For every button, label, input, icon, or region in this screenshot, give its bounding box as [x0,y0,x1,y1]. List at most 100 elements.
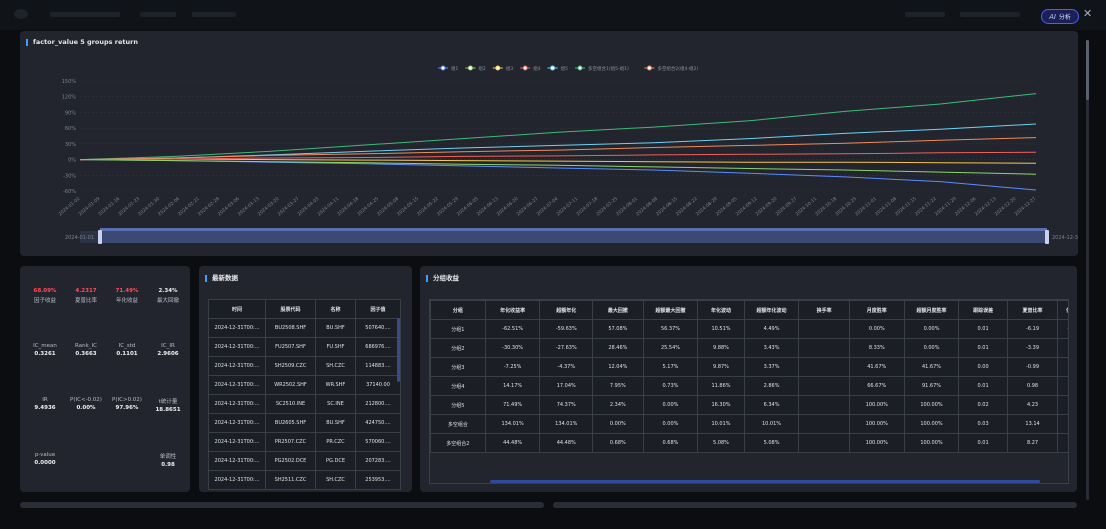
column-header[interactable]: 年化收益率 [484,300,541,320]
stat-value: 0.00% [76,405,96,411]
page-scrollbar-thumb[interactable] [1086,40,1089,100]
table-cell: 12.04% [592,357,644,377]
table-cell: 100.00% [848,433,905,453]
stat-item: IR 9.4936 [24,397,66,411]
legend-item[interactable]: 组1 [438,65,458,72]
table-row[interactable]: 2024-12-31T00:... BU2605.SHF BU.SHF 424750.… [208,413,401,433]
column-header[interactable]: 跟踪误差 [958,300,1008,320]
table-cell: 13.3 [1057,414,1068,434]
stat-label: IC_mean [33,343,57,349]
legend-item[interactable]: 组2 [465,65,486,72]
ai-analysis-button[interactable]: AI 分析 [1041,9,1079,24]
table-cell: 100.00% [848,414,905,434]
factor-stats-panel: 68.09% 因子收益 4.2317 夏普比率 71.49% 年化收益 2.34% 最大回撤 I… [20,266,190,492]
range-slider-selection[interactable] [100,231,1047,243]
legend-item[interactable]: 多空组合2(组4-组2) [644,65,698,72]
range-slider-top-bar[interactable] [100,228,1047,231]
column-header[interactable]: 时间 [208,299,266,319]
table-cell: 11.7 [1057,395,1068,415]
table-cell: 0.68% [642,433,699,453]
table-cell: SH.CZC [315,356,356,376]
table-cell: -3.39 [1006,338,1059,358]
page-scrollbar[interactable] [1086,40,1089,500]
column-header[interactable]: 名称 [315,299,356,319]
column-header[interactable]: 超额月度胜率 [903,300,960,320]
table-row[interactable]: 2024-12-31T00:... SH2509.CZC SH.CZC 114883.… [208,356,401,376]
table-cell: 424750.... [355,413,401,433]
latest-vertical-scrollbar[interactable] [397,318,400,382]
table-row[interactable]: 2024-12-31T00:... WR2502.SHF WR.SHF 37140.0… [208,375,401,395]
table-row[interactable]: 多空组合2 44.48% 44.48% 0.68% 0.68% 5.08% 5.08% 100… [430,433,1068,453]
column-header[interactable]: 月度胜率 [848,300,905,320]
column-header[interactable]: 夏普比率 [1006,300,1059,320]
table-cell: 253953.... [355,470,401,490]
table-row[interactable]: 分组3 -7.25% -4.37% 12.04% 5.17% 9.87% 3.37% 41.6… [430,357,1068,377]
table-cell: 2024-12-31T00:... [208,375,266,395]
table-cell: 37140.00 [355,375,401,395]
table-cell: -1.3 [1057,357,1068,377]
table-cell: 3.43% [743,338,800,358]
legend-swatch-dot [495,65,501,71]
legend-label: 多空组合2(组4-组2) [657,65,698,72]
column-header[interactable]: 分组 [430,300,486,320]
column-header[interactable]: 信息比 [1057,300,1068,320]
table-row[interactable]: 2024-12-31T00:... SH2511.CZC SH.CZC 253953.… [208,470,401,490]
stat-item: 4.2317 夏普比率 [65,288,107,304]
group-returns-panel: 分组收益 分组 年化收益率 超额年化 最大回撤 超额最大回撤 年化波动 超额年化波动 换手率月… [420,266,1077,492]
column-header[interactable]: 股票代码 [265,299,316,319]
table-row[interactable]: 2024-12-31T00:... PG2502.DCE PG.DCE 207283.… [208,451,401,471]
table-cell: 57.08% [592,319,644,339]
series-line [79,137,1037,161]
column-header[interactable]: 因子值 [355,299,401,319]
column-header[interactable]: 超额年化 [539,300,594,320]
legend-item[interactable]: 组5 [547,65,568,72]
group-horizontal-scrollbar[interactable] [490,480,1040,483]
table-cell: 100.00% [903,395,960,415]
table-cell: 44.48% [484,433,541,453]
table-header-row: 时间 股票代码 名称 因子值 [208,299,401,319]
table-cell: -62.51% [484,319,541,339]
range-slider-left-handle[interactable] [98,230,102,244]
table-row[interactable]: 多空组合 134.01% 134.01% 0.00% 0.00% 10.01% 10.01%… [430,414,1068,434]
legend-item[interactable]: 组4 [520,65,541,72]
stat-item: p-value 0.0000 [24,452,66,466]
table-row[interactable]: 分组1 -62.51% -59.63% 57.08% 56.37% 10.51% 4.49%… [430,319,1068,339]
table-cell: 分组1 [430,319,486,339]
table-cell: 2024-12-31T00:... [208,394,266,414]
table-cell: 分组4 [430,376,486,396]
table-cell [798,433,850,453]
column-header[interactable]: 年化波动 [697,300,745,320]
table-cell: 5.08% [743,433,800,453]
table-cell: 分组3 [430,357,486,377]
range-slider-right-handle[interactable] [1045,230,1049,244]
next-panel-edge [20,502,544,508]
stat-item: 68.09% 因子收益 [24,288,66,304]
ai-icon: AI [1049,12,1056,21]
close-icon[interactable]: ✕ [1083,7,1093,20]
table-cell: -0.99 [1006,357,1059,377]
column-header[interactable]: 换手率 [798,300,850,320]
table-row[interactable]: 2024-12-31T00:... PR2507.CZC PR.CZC 570060.… [208,432,401,452]
table-cell: 2.34% [592,395,644,415]
column-header[interactable]: 超额最大回撤 [642,300,699,320]
table-row[interactable]: 分组5 71.49% 74.37% 2.34% 0.00% 16.30% 6.34% 100.… [430,395,1068,415]
column-header[interactable]: 超额年化波动 [743,300,800,320]
table-cell: 0.73% [642,376,699,396]
group-table-viewport: 分组 年化收益率 超额年化 最大回撤 超额最大回撤 年化波动 超额年化波动 换手率 月度胜率 超额… [429,299,1069,484]
table-row[interactable]: 分组4 14.17% 17.04% 7.95% 0.73% 11.86% 2.86% 66.6… [430,376,1068,396]
legend-item[interactable]: 组3 [492,65,513,72]
table-cell: BU2605.SHF [265,413,316,433]
y-tick-label: 30% [65,142,76,148]
table-cell: BU.SHF [315,318,356,338]
table-cell: 0.00% [903,319,960,339]
chart-title: factor_value 5 groups return [26,39,138,46]
stat-label: P(IC<-0.02) [70,397,102,403]
column-header[interactable]: 最大回撤 [592,300,644,320]
legend-item[interactable]: 多空组合1(组5-组1) [575,65,629,72]
table-row[interactable]: 分组2 -30.30% -27.63% 28.46% 25.54% 9.88% 3.43% 8… [430,338,1068,358]
table-row[interactable]: 2024-12-31T00:... FU2507.SHF FU.SHF 686976.… [208,337,401,357]
table-cell: 多空组合2 [430,433,486,453]
table-row[interactable]: 2024-12-31T00:... SC2510.INE SC.INE 212800.… [208,394,401,414]
table-row[interactable]: 2024-12-31T00:... BU2508.SHF BU.SHF 507640.… [208,318,401,338]
y-tick-label: 60% [65,126,76,132]
